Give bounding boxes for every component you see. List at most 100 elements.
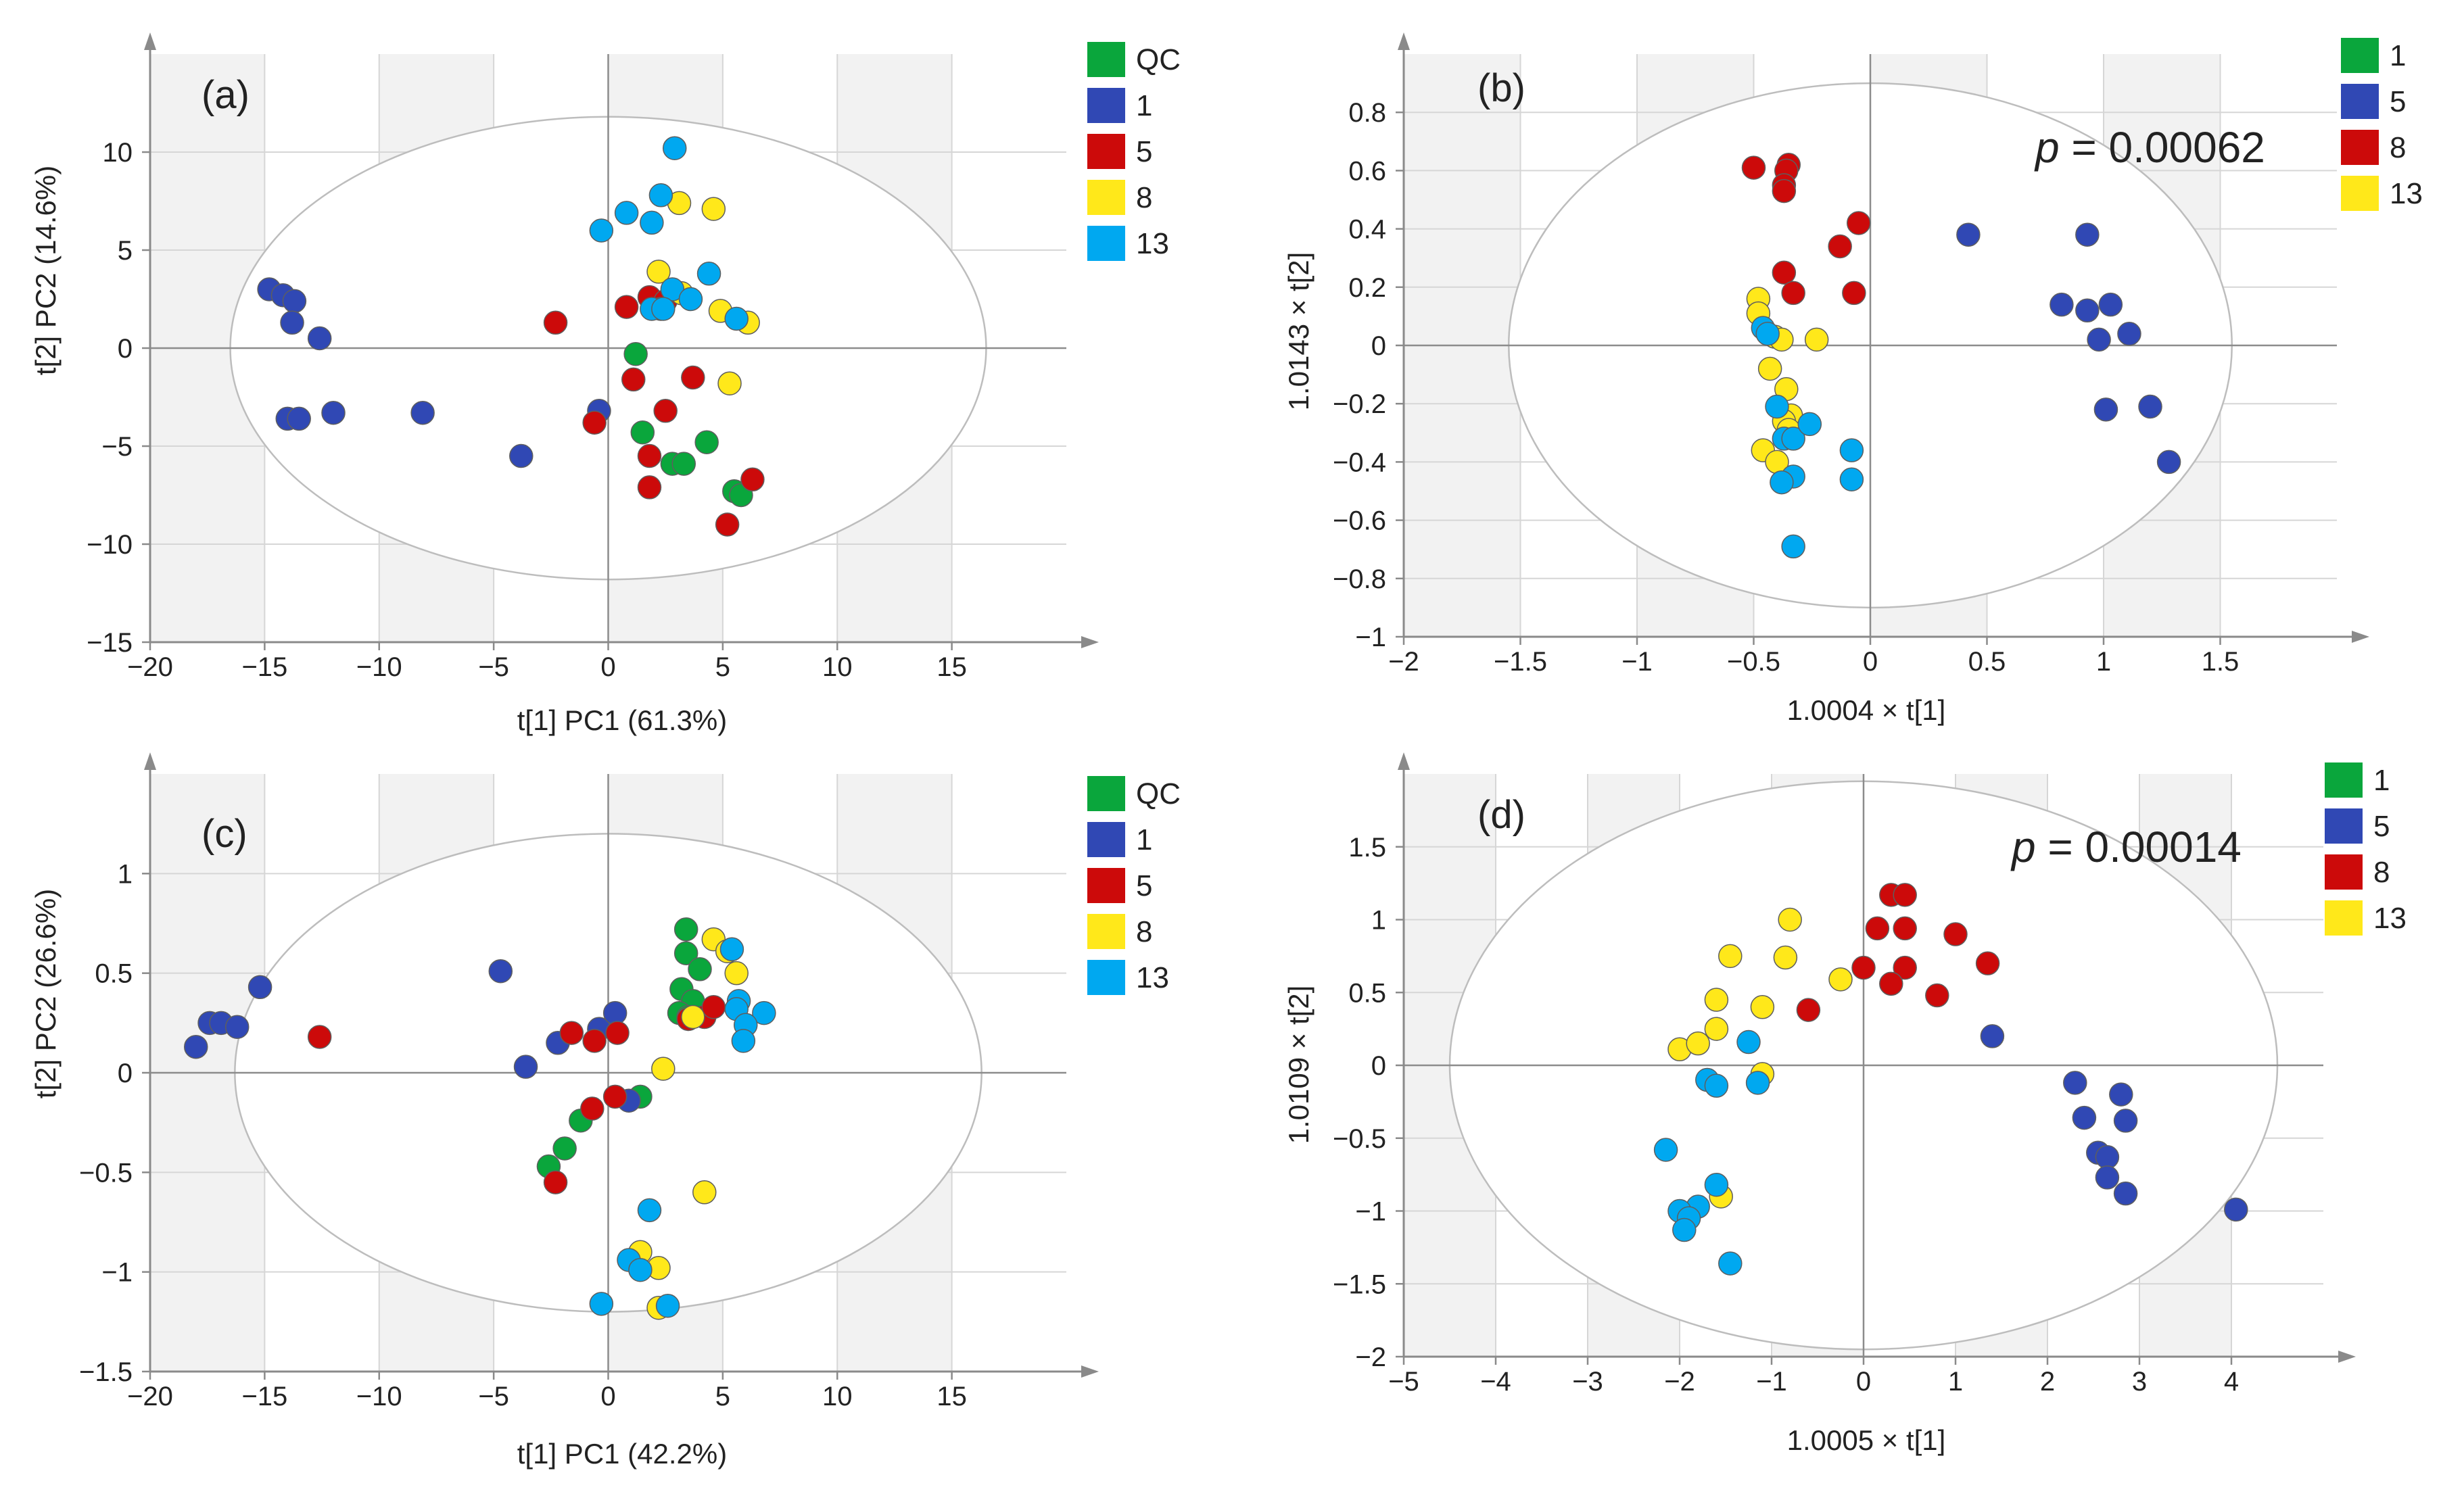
x-tick-label: 5: [715, 1382, 730, 1411]
data-point: [2072, 1105, 2097, 1130]
x-tick-label: −4: [1480, 1367, 1511, 1397]
data-point: [2063, 1071, 2087, 1095]
data-point: [1704, 1172, 1729, 1197]
data-point: [582, 1029, 607, 1053]
data-point: [1745, 1071, 1770, 1095]
data-point: [589, 1292, 614, 1316]
x-tick-label: −3: [1572, 1367, 1603, 1397]
data-point: [1672, 1217, 1697, 1242]
series-13: [1751, 316, 1864, 559]
data-point: [653, 399, 678, 423]
data-point: [681, 1004, 705, 1029]
data-point: [589, 218, 614, 243]
legend-label: 13: [1136, 227, 1169, 260]
data-point: [1736, 1029, 1761, 1055]
legend-label: 13: [1136, 961, 1169, 994]
x-tick-label: −1: [1621, 647, 1653, 677]
data-point: [552, 1136, 577, 1161]
legend-swatch: [2325, 854, 2363, 890]
data-point: [1704, 988, 1729, 1012]
y-tick-label: −0.6: [1333, 506, 1386, 536]
data-point: [1956, 222, 1981, 247]
x-tick-label: −20: [127, 652, 173, 682]
y-tick-label: 1.5: [1348, 833, 1386, 863]
data-point: [2098, 292, 2123, 317]
y-tick-label: −1: [1355, 623, 1386, 652]
data-point: [623, 341, 648, 366]
x-tick-label: 0: [1863, 647, 1878, 677]
data-point: [719, 937, 744, 962]
x-tick-label: 0: [1856, 1367, 1871, 1397]
data-point: [543, 310, 568, 335]
y-tick-label: −10: [87, 530, 133, 560]
data-point: [1839, 438, 1864, 462]
legend-label: 13: [2390, 177, 2423, 210]
panel-d: −5 −4 −3 −2 −1 0 1 2 3 4 −2 −1.5 −1 −0.5 0 0.5 1 1.5 1.000…: [1283, 752, 2407, 1456]
data-point: [724, 961, 749, 986]
legend-swatch: [1087, 88, 1125, 123]
legend-label: 1: [1136, 89, 1152, 122]
data-point: [282, 289, 307, 314]
x-tick-label: −5: [1388, 1367, 1419, 1397]
series-13: [589, 136, 749, 331]
x-tick-label: −20: [127, 1382, 173, 1411]
data-point: [2087, 327, 2111, 352]
data-point: [513, 1055, 538, 1079]
data-point: [2117, 322, 2141, 346]
panel-b: −2 −1.5 −1 −0.5 0 0.5 1 1.5 −1 −0.8 −0.6 −0.4 −0.2 0 0…: [1283, 32, 2423, 726]
legend-swatch: [1087, 226, 1125, 261]
data-point: [1765, 394, 1789, 419]
p-value: = 0.00062: [2060, 123, 2265, 172]
data-point: [307, 1025, 332, 1049]
data-point: [651, 1057, 676, 1081]
data-point: [1842, 281, 1866, 306]
data-point: [287, 406, 311, 431]
x-tick-label: 2: [2040, 1367, 2055, 1397]
legend-swatch: [1087, 914, 1125, 949]
p-value: = 0.00014: [2036, 823, 2242, 871]
data-point: [673, 941, 698, 965]
data-point: [1718, 1251, 1743, 1276]
y-tick-label: −0.5: [79, 1158, 133, 1188]
data-point: [1975, 951, 2000, 975]
data-point: [646, 260, 671, 284]
y-tick-label: −5: [101, 432, 133, 462]
x-tick-label: −1.5: [1494, 647, 1547, 677]
x-tick-label: 0.5: [1968, 647, 2006, 677]
data-point: [1828, 967, 1853, 992]
panel-c: −20 −15 −10 −5 0 5 10 15−1.5−1−0.500.51t[1] PC1…: [30, 752, 1181, 1470]
legend-swatch: [2341, 38, 2379, 73]
y-tick-label: −0.4: [1333, 447, 1386, 477]
legend-swatch: [2325, 900, 2363, 936]
series-1: [1980, 1024, 2248, 1222]
data-point: [2109, 1082, 2133, 1107]
data-point: [2050, 292, 2074, 317]
legend-label: 13: [2373, 902, 2407, 935]
legend-swatch: [2341, 84, 2379, 119]
data-point: [602, 1084, 627, 1109]
legend-swatch: [2325, 762, 2363, 798]
x-axis-label: t[1] PC1 (61.3%): [517, 704, 727, 736]
data-point: [681, 365, 705, 390]
legend-swatch: [1087, 960, 1125, 995]
data-point: [1796, 998, 1821, 1022]
legend-label: 8: [2390, 131, 2406, 164]
x-tick-label: 10: [822, 652, 853, 682]
panel-label: (c): [202, 812, 247, 856]
x-tick-label: 1.5: [2202, 647, 2240, 677]
x-tick-label: −5: [478, 1382, 509, 1411]
data-point: [1797, 412, 1822, 437]
data-point: [2095, 1165, 2120, 1190]
legend-swatch: [2341, 176, 2379, 211]
series-8: [1667, 907, 1853, 1209]
data-point: [2075, 222, 2100, 247]
y-tick-label: 1: [118, 859, 133, 889]
x-axis-arrow: [2352, 631, 2369, 643]
data-point: [731, 1029, 756, 1053]
data-point: [752, 1000, 776, 1025]
x-tick-label: −0.5: [1727, 647, 1780, 677]
x-tick-label: 3: [2132, 1367, 2147, 1397]
y-tick-label: −0.2: [1333, 389, 1386, 419]
series-5: [1796, 883, 2000, 1022]
